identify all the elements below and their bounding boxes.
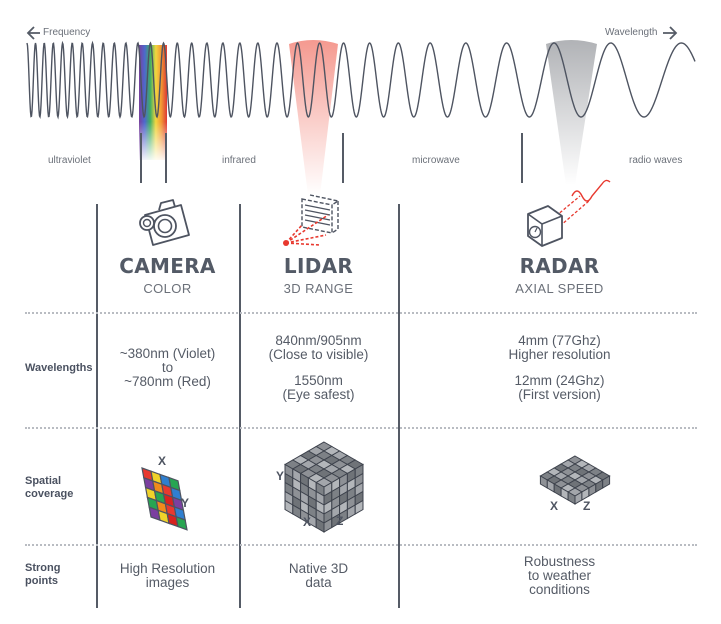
cell-line: ~380nm (Violet) <box>119 346 216 361</box>
radar-strong-points: Robustness to weather conditions <box>398 555 721 597</box>
radar-axis-x: X <box>550 499 558 513</box>
radar-axis-z: Z <box>583 499 590 513</box>
lidar-strong-points: Native 3D data <box>239 562 398 590</box>
cell-line: to <box>161 360 174 375</box>
lidar-axis-x: X <box>303 515 311 529</box>
camera-pixel <box>175 515 188 531</box>
camera-icon <box>139 199 190 246</box>
lidar-voxel-cube: Y X Z <box>276 441 365 533</box>
camera-wavelengths: ~380nm (Violet) to ~780nm (Red) <box>96 347 239 389</box>
row-label-spatial: Spatial coverage <box>25 475 73 501</box>
column-divider <box>239 204 241 608</box>
cell-line: (First version) <box>518 387 601 402</box>
row-label-line: coverage <box>25 488 74 500</box>
cell-line: Robustness <box>523 554 596 569</box>
band-separator <box>521 133 523 183</box>
column-divider <box>398 204 400 608</box>
radar-voxel-slab: X Z <box>539 455 611 513</box>
row-label-line: Strong <box>25 562 61 574</box>
cell-line: conditions <box>529 582 590 597</box>
band-separator <box>165 133 167 183</box>
row-label-line: Spatial <box>25 475 62 487</box>
camera-axis-y: Y <box>181 496 189 510</box>
lidar-measure: 3D RANGE <box>283 281 354 296</box>
cell-line: 12mm (24Ghz) <box>514 373 605 388</box>
cell-line: 4mm (77Ghz) <box>518 333 601 348</box>
camera-title: CAMERA <box>119 254 216 278</box>
cell-line: images <box>145 575 190 590</box>
band-infrared: infrared <box>222 155 256 166</box>
lidar-axis-z: Z <box>336 514 343 528</box>
row-label-wavelengths: Wavelengths <box>25 362 93 374</box>
band-radio-waves: radio waves <box>629 155 683 166</box>
lidar-title: LIDAR <box>283 254 354 278</box>
band-microwave: microwave <box>412 155 460 166</box>
row-separator <box>25 427 697 429</box>
row-label-strong: Strong points <box>25 562 60 588</box>
radar-wavelengths: 4mm (77Ghz) Higher resolution 12mm (24Gh… <box>398 334 721 402</box>
radar-measure: AXIAL SPEED <box>515 281 604 296</box>
column-divider <box>96 204 98 608</box>
camera-axis-x: X <box>158 454 166 468</box>
radar-icon <box>527 179 611 247</box>
wavelength-label: Wavelength <box>605 27 658 38</box>
cell-line: data <box>305 575 332 590</box>
camera-strong-points: High Resolution images <box>96 562 239 590</box>
row-label-line: points <box>25 575 58 587</box>
radar-beam <box>546 40 597 185</box>
cell-line: (Eye safest) <box>282 387 355 402</box>
cell-line: 1550nm <box>294 373 343 388</box>
lidar-beam <box>289 40 338 195</box>
row-separator <box>25 312 697 314</box>
camera-measure: COLOR <box>143 281 192 296</box>
band-separator <box>140 133 142 183</box>
cell-line: High Resolution <box>119 561 216 576</box>
voxel-face <box>354 499 364 515</box>
cell-line: (Close to visible) <box>268 347 369 362</box>
row-separator <box>25 544 697 546</box>
radar-title: RADAR <box>519 254 600 278</box>
voxel-face <box>602 475 611 489</box>
lidar-icon <box>283 194 340 246</box>
cell-line: Native 3D <box>288 561 349 576</box>
band-separator <box>342 133 344 183</box>
cell-line: 840nm/905nm <box>275 333 362 348</box>
cell-line: to weather <box>527 568 592 583</box>
frequency-label: Frequency <box>43 27 91 38</box>
cell-line: ~780nm (Red) <box>124 374 211 389</box>
lidar-axis-y: Y <box>276 469 284 483</box>
lidar-wavelengths: 840nm/905nm (Close to visible) 1550nm (E… <box>239 334 398 402</box>
cell-line: Higher resolution <box>508 347 611 362</box>
band-ultraviolet: ultraviolet <box>48 155 91 166</box>
camera-pixel-grid: X Y <box>141 454 189 531</box>
